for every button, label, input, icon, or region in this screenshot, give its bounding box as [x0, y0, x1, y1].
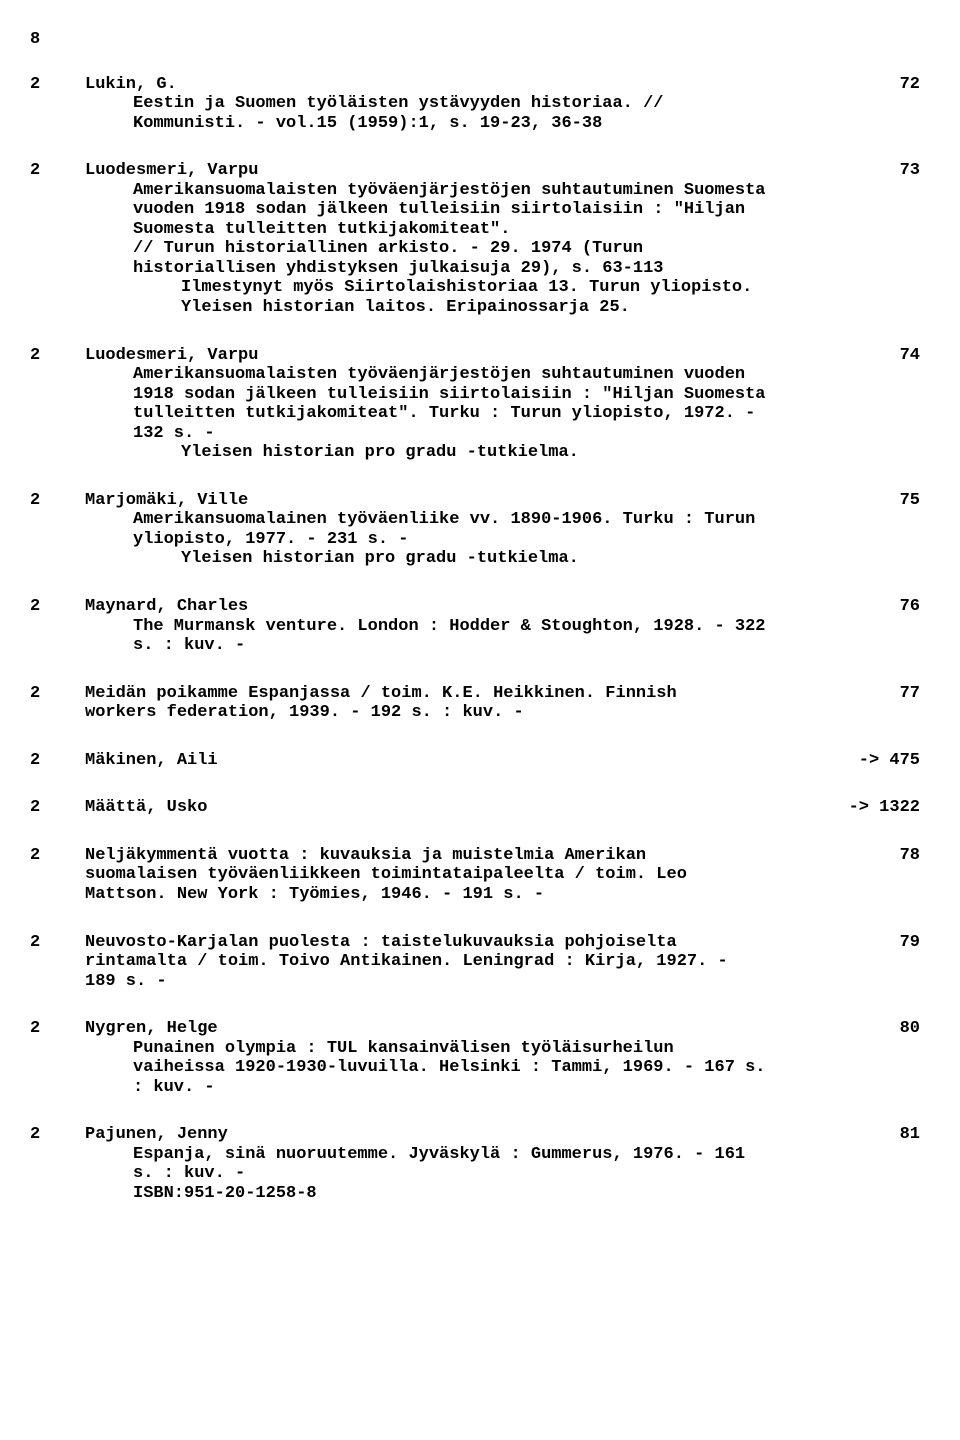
bibliography-entry: 2 -> 1322Määttä, Usko: [30, 798, 920, 818]
bibliography-entry: 2 79 Neuvosto-Karjalan puolesta : taistelu…: [30, 933, 920, 992]
entry-left-number: 2: [30, 346, 40, 366]
page-number-top: 8: [30, 30, 920, 50]
entry-right-number: 77: [900, 684, 920, 704]
bibliography-entry: 2 73 Luodesmeri, VarpuAmerikansuomalaisten…: [30, 161, 920, 317]
entry-body: Mäkinen, Aili: [85, 751, 865, 771]
entry-line: Mattson. New York : Työmies, 1946. - 191…: [85, 885, 865, 905]
entry-right-number: 80: [900, 1019, 920, 1039]
entry-right-number: 81: [900, 1125, 920, 1145]
entry-line: Neuvosto-Karjalan puolesta : taistelukuv…: [85, 933, 865, 953]
entry-line: : kuv. -: [85, 1078, 865, 1098]
entry-line: 189 s. -: [85, 972, 865, 992]
entry-line: Määttä, Usko: [85, 798, 865, 818]
entry-line: Amerikansuomalaisten työväenjärjestöjen …: [85, 365, 865, 385]
entry-body: Luodesmeri, VarpuAmerikansuomalaisten ty…: [85, 161, 865, 317]
entry-line: suomalaisen työväenliikkeen toimintataip…: [85, 865, 865, 885]
entry-body: Neuvosto-Karjalan puolesta : taistelukuv…: [85, 933, 865, 992]
entry-left-number: 2: [30, 1019, 40, 1039]
bibliography-entry: 2 76 Maynard, CharlesThe Murmansk venture.…: [30, 597, 920, 656]
entries-list: 2 72 Lukin, G.Eestin ja Suomen työläisten …: [30, 75, 920, 1204]
entry-cross-reference: -> 475: [859, 751, 920, 771]
entry-body: Pajunen, JennyEspanja, sinä nuoruutemme.…: [85, 1125, 865, 1203]
bibliography-entry: 2 72 Lukin, G.Eestin ja Suomen työläisten …: [30, 75, 920, 134]
entry-line: Maynard, Charles: [85, 597, 865, 617]
entry-line: Neljäkymmentä vuotta : kuvauksia ja muis…: [85, 846, 865, 866]
entry-left-number: 2: [30, 684, 40, 704]
entry-body: Määttä, Usko: [85, 798, 865, 818]
entry-line: s. : kuv. -: [85, 1164, 865, 1184]
bibliography-entry: 2 74 Luodesmeri, VarpuAmerikansuomalaisten…: [30, 346, 920, 463]
entry-left-number: 2: [30, 597, 40, 617]
entry-line: // Turun historiallinen arkisto. - 29. 1…: [85, 239, 865, 259]
entry-body: Neljäkymmentä vuotta : kuvauksia ja muis…: [85, 846, 865, 905]
entry-line: Pajunen, Jenny: [85, 1125, 865, 1145]
entry-left-number: 2: [30, 751, 40, 771]
entry-right-number: 74: [900, 346, 920, 366]
bibliography-entry: 2 80 Nygren, HelgePunainen olympia : TUL k…: [30, 1019, 920, 1097]
entry-right-number: 78: [900, 846, 920, 866]
entry-line: Luodesmeri, Varpu: [85, 161, 865, 181]
entry-line: s. : kuv. -: [85, 636, 865, 656]
entry-right-number: 73: [900, 161, 920, 181]
entry-line: Yleisen historian pro gradu -tutkielma.: [85, 443, 865, 463]
entry-right-number: 76: [900, 597, 920, 617]
entry-line: The Murmansk venture. London : Hodder & …: [85, 617, 865, 637]
entry-right-number: 79: [900, 933, 920, 953]
entry-body: Lukin, G.Eestin ja Suomen työläisten yst…: [85, 75, 865, 134]
entry-line: 1918 sodan jälkeen tulleisiin siirtolais…: [85, 385, 865, 405]
entry-line: Suomesta tulleitten tutkijakomiteat".: [85, 220, 865, 240]
bibliography-entry: 2 78 Neljäkymmentä vuotta : kuvauksia ja m…: [30, 846, 920, 905]
entry-line: historiallisen yhdistyksen julkaisuja 29…: [85, 259, 865, 279]
entry-left-number: 2: [30, 491, 40, 511]
entry-left-number: 2: [30, 75, 40, 95]
entry-line: Kommunisti. - vol.15 (1959):1, s. 19-23,…: [85, 114, 865, 134]
entry-line: vuoden 1918 sodan jälkeen tulleisiin sii…: [85, 200, 865, 220]
bibliography-entry: 2 81 Pajunen, JennyEspanja, sinä nuoruutem…: [30, 1125, 920, 1203]
bibliography-entry: 2 77 Meidän poikamme Espanjassa / toim. K.…: [30, 684, 920, 723]
entry-line: ISBN:951-20-1258-8: [85, 1184, 865, 1204]
entry-line: Mäkinen, Aili: [85, 751, 865, 771]
entry-left-number: 2: [30, 1125, 40, 1145]
entry-body: Maynard, CharlesThe Murmansk venture. Lo…: [85, 597, 865, 656]
entry-line: 132 s. -: [85, 424, 865, 444]
entry-line: rintamalta / toim. Toivo Antikainen. Len…: [85, 952, 865, 972]
entry-line: Ilmestynyt myös Siirtolaishistoriaa 13. …: [85, 278, 865, 298]
entry-body: Luodesmeri, VarpuAmerikansuomalaisten ty…: [85, 346, 865, 463]
entry-right-number: 72: [900, 75, 920, 95]
entry-right-number: 75: [900, 491, 920, 511]
entry-cross-reference: -> 1322: [849, 798, 920, 818]
entry-body: Nygren, HelgePunainen olympia : TUL kans…: [85, 1019, 865, 1097]
entry-line: Espanja, sinä nuoruutemme. Jyväskylä : G…: [85, 1145, 865, 1165]
entry-line: Eestin ja Suomen työläisten ystävyyden h…: [85, 94, 865, 114]
entry-left-number: 2: [30, 798, 40, 818]
entry-left-number: 2: [30, 933, 40, 953]
entry-line: Lukin, G.: [85, 75, 865, 95]
entry-line: workers federation, 1939. - 192 s. : kuv…: [85, 703, 865, 723]
entry-body: Meidän poikamme Espanjassa / toim. K.E. …: [85, 684, 865, 723]
entry-line: Yleisen historian pro gradu -tutkielma.: [85, 549, 865, 569]
bibliography-entry: 2 -> 475Mäkinen, Aili: [30, 751, 920, 771]
entry-line: yliopisto, 1977. - 231 s. -: [85, 530, 865, 550]
entry-left-number: 2: [30, 161, 40, 181]
entry-line: Amerikansuomalainen työväenliike vv. 189…: [85, 510, 865, 530]
bibliography-entry: 2 75 Marjomäki, VilleAmerikansuomalainen t…: [30, 491, 920, 569]
entry-line: Amerikansuomalaisten työväenjärjestöjen …: [85, 181, 865, 201]
entry-line: Marjomäki, Ville: [85, 491, 865, 511]
entry-line: Nygren, Helge: [85, 1019, 865, 1039]
entry-left-number: 2: [30, 846, 40, 866]
entry-line: Luodesmeri, Varpu: [85, 346, 865, 366]
entry-line: vaiheissa 1920-1930-luvuilla. Helsinki :…: [85, 1058, 865, 1078]
entry-body: Marjomäki, VilleAmerikansuomalainen työv…: [85, 491, 865, 569]
entry-line: Meidän poikamme Espanjassa / toim. K.E. …: [85, 684, 865, 704]
entry-line: Punainen olympia : TUL kansainvälisen ty…: [85, 1039, 865, 1059]
entry-line: Yleisen historian laitos. Eripainossarja…: [85, 298, 865, 318]
entry-line: tulleitten tutkijakomiteat". Turku : Tur…: [85, 404, 865, 424]
